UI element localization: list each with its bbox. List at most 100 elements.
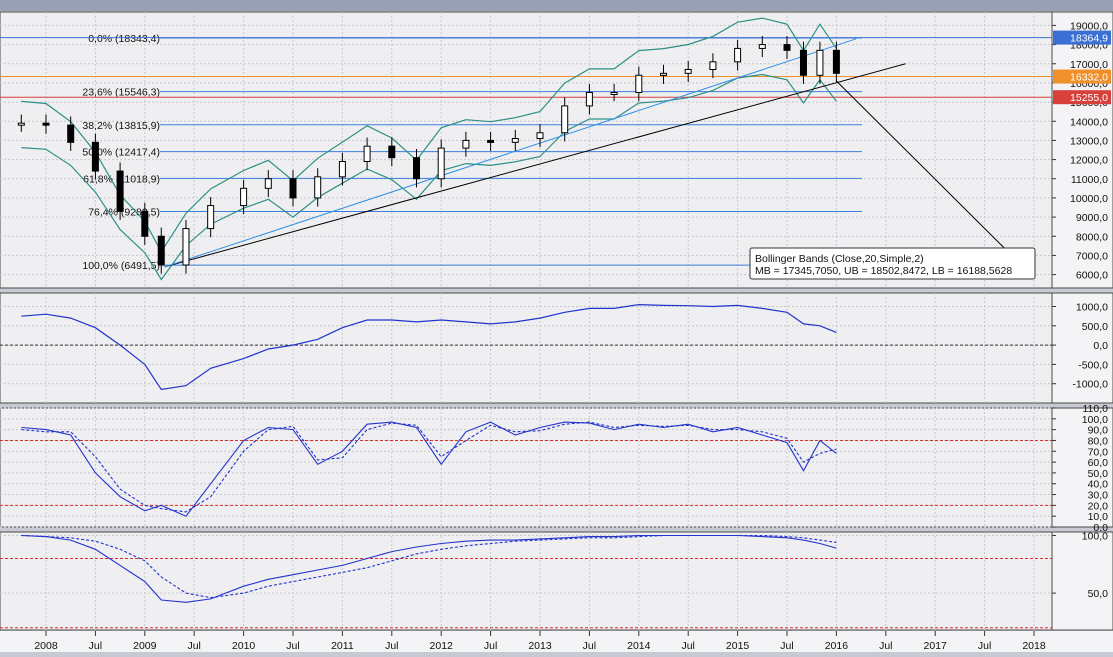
panel-3-axis <box>1051 531 1113 631</box>
y-tick-label: 70,0 <box>1088 446 1109 458</box>
candle-body <box>635 74 643 93</box>
y-tick-label: 13000,0 <box>1070 135 1108 147</box>
candle-body <box>240 187 248 207</box>
fib-level-label: 76,4% (9288,5) <box>88 207 160 219</box>
y-tick-label: 6000,0 <box>1076 270 1108 282</box>
candle-body <box>536 132 544 139</box>
x-tick-label: 2011 <box>331 640 354 652</box>
fib-level-label: 38,2% (13815,9) <box>82 120 160 132</box>
candle-body <box>758 44 766 49</box>
y-tick-label: 0,0 <box>1093 522 1108 534</box>
candle-body <box>289 178 297 199</box>
y-tick-label: 60,0 <box>1088 457 1109 469</box>
candle-body <box>799 49 807 76</box>
candle-body <box>157 235 165 266</box>
candle-body <box>462 139 470 149</box>
x-tick-label: Jul <box>681 640 694 652</box>
candle-body <box>182 228 190 266</box>
projection-line <box>836 80 1030 274</box>
candle-body <box>832 49 840 74</box>
x-tick-label: Jul <box>286 640 299 652</box>
y-tick-label: 19000,0 <box>1070 20 1108 32</box>
indicator-series-1 <box>21 534 837 599</box>
support-trendline <box>164 63 906 268</box>
candle-body <box>363 145 371 163</box>
price-tag-label: 18364,9 <box>1070 33 1108 45</box>
panel-1-axis <box>1051 292 1113 404</box>
price-tag-box <box>1053 30 1111 45</box>
price-tag-box <box>1053 69 1111 84</box>
y-tick-label: 500,0 <box>1082 321 1108 333</box>
candle-body <box>141 210 149 237</box>
price-tag-label: 16332,0 <box>1070 72 1108 84</box>
panel-1 <box>0 292 1053 404</box>
y-tick-label: 7000,0 <box>1076 250 1108 262</box>
x-tick-label: Jul <box>385 640 398 652</box>
x-tick-label: 2013 <box>528 640 552 652</box>
candle-body <box>67 124 75 143</box>
candle-body <box>816 49 824 76</box>
candle-body <box>783 44 791 51</box>
panel-0 <box>0 11 1053 289</box>
y-tick-label: -500,0 <box>1078 359 1108 371</box>
x-tick-label: 2014 <box>627 640 651 652</box>
annotation-title: Bollinger Bands (Close,20,Simple,2) <box>755 253 924 265</box>
candle-body <box>487 139 495 143</box>
x-tick-label: Jul <box>89 640 102 652</box>
x-tick-label: Jul <box>484 640 497 652</box>
candle-body <box>314 176 322 199</box>
y-tick-label: 1000,0 <box>1076 302 1108 314</box>
x-tick-label: 2012 <box>430 640 454 652</box>
candle-body <box>734 47 742 63</box>
candle-body <box>610 92 618 95</box>
indicator-series-1 <box>21 421 837 513</box>
y-tick-label: 10,0 <box>1088 511 1109 523</box>
candle-body <box>42 122 50 126</box>
candle-body <box>660 72 667 76</box>
x-tick-label: Jul <box>583 640 596 652</box>
y-tick-label: 50,0 <box>1088 588 1109 600</box>
price-tag-label: 15255,0 <box>1070 92 1108 104</box>
candle-body <box>91 141 99 172</box>
candle-body <box>207 205 215 230</box>
x-tick-label: Jul <box>187 640 200 652</box>
y-tick-label: 0,0 <box>1093 340 1108 352</box>
x-tick-label: 2009 <box>133 640 157 652</box>
panel-2-axis <box>1051 407 1113 528</box>
candle-body <box>338 161 346 178</box>
y-tick-label: 100,0 <box>1082 414 1108 426</box>
candle-body <box>388 145 396 159</box>
candle-body <box>684 69 692 74</box>
x-tick-label: 2018 <box>1022 640 1046 652</box>
candle-body <box>264 178 272 189</box>
x-tick-label: 2016 <box>825 640 849 652</box>
x-axis-strip <box>0 631 1113 652</box>
y-tick-label: 90,0 <box>1088 425 1109 437</box>
y-tick-label: 20,0 <box>1088 500 1109 512</box>
x-tick-label: 2017 <box>924 640 948 652</box>
x-tick-label: Jul <box>978 640 991 652</box>
fib-level-label: 100,0% (6491,5) <box>82 260 160 272</box>
annotation-text: MB = 17345,7050, UB = 18502,8472, LB = 1… <box>755 265 1012 277</box>
y-tick-label: 9000,0 <box>1076 212 1108 224</box>
candle-body <box>511 138 519 143</box>
bollinger-upper-band <box>21 17 837 253</box>
y-tick-label: 100,0 <box>1082 530 1108 542</box>
blue-trendline <box>164 38 857 268</box>
y-tick-label: 8000,0 <box>1076 231 1108 243</box>
fib-level-label: 50,0% (12417,4) <box>82 147 160 159</box>
y-tick-label: 40,0 <box>1088 479 1109 491</box>
x-tick-label: 2008 <box>34 640 58 652</box>
x-tick-label: Jul <box>780 640 793 652</box>
y-tick-label: 50,0 <box>1088 468 1109 480</box>
y-tick-label: 80,0 <box>1088 435 1109 447</box>
candle-body <box>709 61 717 70</box>
y-tick-label: 10000,0 <box>1070 193 1108 205</box>
fib-level-label: 23,6% (15546,3) <box>82 87 160 99</box>
candle-body <box>413 157 420 180</box>
panel-2 <box>0 407 1053 528</box>
x-tick-label: 2010 <box>232 640 256 652</box>
y-tick-label: 12000,0 <box>1070 155 1108 167</box>
